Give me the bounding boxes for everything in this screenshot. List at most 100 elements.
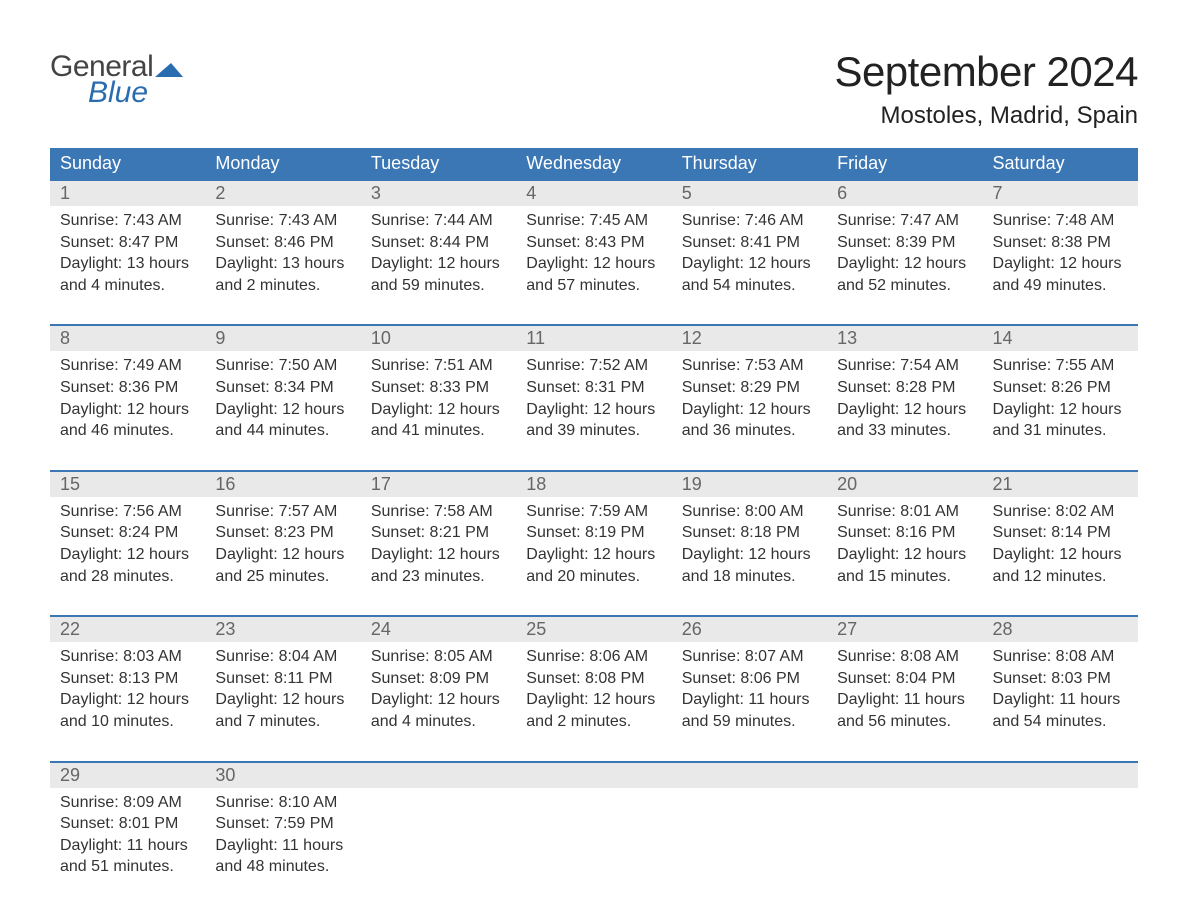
week-data-row: Sunrise: 8:09 AMSunset: 8:01 PMDaylight:… bbox=[50, 788, 1138, 906]
day-sunrise: Sunrise: 8:07 AM bbox=[682, 646, 817, 668]
day-day2: and 46 minutes. bbox=[60, 420, 195, 442]
week-number-row: 891011121314 bbox=[50, 325, 1138, 351]
day-sunset: Sunset: 8:38 PM bbox=[993, 232, 1128, 254]
day-sunrise: Sunrise: 7:43 AM bbox=[60, 210, 195, 232]
day-number-cell: 21 bbox=[983, 471, 1138, 497]
day-sunrise: Sunrise: 8:06 AM bbox=[526, 646, 661, 668]
weekday-header: Monday bbox=[205, 148, 360, 180]
day-sunset: Sunset: 8:34 PM bbox=[215, 377, 350, 399]
day-number-cell: 24 bbox=[361, 616, 516, 642]
day-day2: and 2 minutes. bbox=[526, 711, 661, 733]
day-sunrise: Sunrise: 8:10 AM bbox=[215, 792, 350, 814]
day-number-cell: 20 bbox=[827, 471, 982, 497]
day-sunset: Sunset: 8:21 PM bbox=[371, 522, 506, 544]
day-sunset: Sunset: 8:11 PM bbox=[215, 668, 350, 690]
weekday-header: Wednesday bbox=[516, 148, 671, 180]
day-sunset: Sunset: 8:36 PM bbox=[60, 377, 195, 399]
week-number-row: 22232425262728 bbox=[50, 616, 1138, 642]
day-number-cell bbox=[516, 762, 671, 788]
day-sunset: Sunset: 8:18 PM bbox=[682, 522, 817, 544]
day-sunset: Sunset: 8:04 PM bbox=[837, 668, 972, 690]
day-sunset: Sunset: 8:31 PM bbox=[526, 377, 661, 399]
day-cell: Sunrise: 7:45 AMSunset: 8:43 PMDaylight:… bbox=[516, 206, 671, 325]
day-number-cell: 6 bbox=[827, 180, 982, 206]
week-number-row: 2930 bbox=[50, 762, 1138, 788]
day-sunrise: Sunrise: 7:48 AM bbox=[993, 210, 1128, 232]
day-sunrise: Sunrise: 8:04 AM bbox=[215, 646, 350, 668]
day-number-cell bbox=[361, 762, 516, 788]
day-cell: Sunrise: 8:09 AMSunset: 8:01 PMDaylight:… bbox=[50, 788, 205, 906]
day-day2: and 48 minutes. bbox=[215, 856, 350, 878]
day-number-cell: 30 bbox=[205, 762, 360, 788]
calendar-body: 1234567Sunrise: 7:43 AMSunset: 8:47 PMDa… bbox=[50, 180, 1138, 906]
day-day2: and 41 minutes. bbox=[371, 420, 506, 442]
day-sunrise: Sunrise: 7:49 AM bbox=[60, 355, 195, 377]
day-day2: and 31 minutes. bbox=[993, 420, 1128, 442]
day-sunrise: Sunrise: 8:03 AM bbox=[60, 646, 195, 668]
day-sunset: Sunset: 8:01 PM bbox=[60, 813, 195, 835]
day-sunset: Sunset: 8:29 PM bbox=[682, 377, 817, 399]
day-day2: and 44 minutes. bbox=[215, 420, 350, 442]
day-sunrise: Sunrise: 7:58 AM bbox=[371, 501, 506, 523]
day-sunrise: Sunrise: 8:02 AM bbox=[993, 501, 1128, 523]
day-sunrise: Sunrise: 8:05 AM bbox=[371, 646, 506, 668]
day-sunrise: Sunrise: 7:59 AM bbox=[526, 501, 661, 523]
day-day2: and 28 minutes. bbox=[60, 566, 195, 588]
day-day2: and 25 minutes. bbox=[215, 566, 350, 588]
day-cell bbox=[983, 788, 1138, 906]
day-sunset: Sunset: 8:23 PM bbox=[215, 522, 350, 544]
day-number-cell: 4 bbox=[516, 180, 671, 206]
day-cell bbox=[827, 788, 982, 906]
day-number-cell: 29 bbox=[50, 762, 205, 788]
day-cell: Sunrise: 7:49 AMSunset: 8:36 PMDaylight:… bbox=[50, 351, 205, 470]
day-day2: and 10 minutes. bbox=[60, 711, 195, 733]
header: General Blue September 2024 Mostoles, Ma… bbox=[50, 30, 1138, 130]
day-sunset: Sunset: 8:08 PM bbox=[526, 668, 661, 690]
day-cell: Sunrise: 7:43 AMSunset: 8:46 PMDaylight:… bbox=[205, 206, 360, 325]
day-cell: Sunrise: 8:00 AMSunset: 8:18 PMDaylight:… bbox=[672, 497, 827, 616]
day-sunrise: Sunrise: 7:54 AM bbox=[837, 355, 972, 377]
day-day2: and 36 minutes. bbox=[682, 420, 817, 442]
day-cell: Sunrise: 8:06 AMSunset: 8:08 PMDaylight:… bbox=[516, 642, 671, 761]
day-number-cell: 9 bbox=[205, 325, 360, 351]
day-day1: Daylight: 12 hours bbox=[371, 399, 506, 421]
day-sunset: Sunset: 8:46 PM bbox=[215, 232, 350, 254]
day-cell: Sunrise: 8:05 AMSunset: 8:09 PMDaylight:… bbox=[361, 642, 516, 761]
day-day1: Daylight: 12 hours bbox=[215, 399, 350, 421]
day-sunrise: Sunrise: 8:01 AM bbox=[837, 501, 972, 523]
day-number-cell: 22 bbox=[50, 616, 205, 642]
day-number-cell: 28 bbox=[983, 616, 1138, 642]
day-day2: and 59 minutes. bbox=[682, 711, 817, 733]
day-cell: Sunrise: 7:53 AMSunset: 8:29 PMDaylight:… bbox=[672, 351, 827, 470]
day-sunrise: Sunrise: 7:57 AM bbox=[215, 501, 350, 523]
day-day2: and 12 minutes. bbox=[993, 566, 1128, 588]
day-day2: and 15 minutes. bbox=[837, 566, 972, 588]
day-day1: Daylight: 12 hours bbox=[526, 253, 661, 275]
day-day1: Daylight: 12 hours bbox=[993, 253, 1128, 275]
week-data-row: Sunrise: 7:43 AMSunset: 8:47 PMDaylight:… bbox=[50, 206, 1138, 325]
day-sunset: Sunset: 8:03 PM bbox=[993, 668, 1128, 690]
day-number-cell: 17 bbox=[361, 471, 516, 497]
day-day1: Daylight: 12 hours bbox=[60, 689, 195, 711]
day-cell: Sunrise: 8:04 AMSunset: 8:11 PMDaylight:… bbox=[205, 642, 360, 761]
brand-logo: General Blue bbox=[50, 50, 183, 110]
day-cell: Sunrise: 7:44 AMSunset: 8:44 PMDaylight:… bbox=[361, 206, 516, 325]
location-subtitle: Mostoles, Madrid, Spain bbox=[834, 102, 1138, 130]
day-cell: Sunrise: 8:08 AMSunset: 8:04 PMDaylight:… bbox=[827, 642, 982, 761]
day-day1: Daylight: 12 hours bbox=[526, 689, 661, 711]
day-day1: Daylight: 12 hours bbox=[526, 399, 661, 421]
calendar-table: Sunday Monday Tuesday Wednesday Thursday… bbox=[50, 148, 1138, 906]
day-day2: and 59 minutes. bbox=[371, 275, 506, 297]
day-day1: Daylight: 12 hours bbox=[371, 689, 506, 711]
day-number-cell: 8 bbox=[50, 325, 205, 351]
day-day2: and 4 minutes. bbox=[371, 711, 506, 733]
weekday-header: Thursday bbox=[672, 148, 827, 180]
day-cell bbox=[516, 788, 671, 906]
day-number-cell: 27 bbox=[827, 616, 982, 642]
day-sunrise: Sunrise: 7:51 AM bbox=[371, 355, 506, 377]
day-number-cell: 23 bbox=[205, 616, 360, 642]
day-sunset: Sunset: 8:13 PM bbox=[60, 668, 195, 690]
day-sunset: Sunset: 8:06 PM bbox=[682, 668, 817, 690]
weekday-header-row: Sunday Monday Tuesday Wednesday Thursday… bbox=[50, 148, 1138, 180]
logo-word-blue: Blue bbox=[88, 76, 148, 110]
